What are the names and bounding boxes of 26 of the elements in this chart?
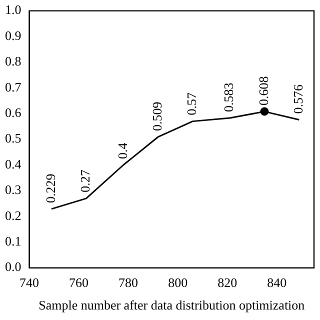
y-tick-label: 0.9 xyxy=(5,28,22,43)
data-label: 0.57 xyxy=(184,92,200,116)
y-tick-label: 0.2 xyxy=(5,208,22,223)
x-tick-label: 760 xyxy=(69,275,89,290)
y-tick-label: 0.7 xyxy=(5,79,22,94)
y-tick-label: 0.1 xyxy=(5,234,22,249)
x-tick-label: 840 xyxy=(267,275,287,290)
data-label: 0.576 xyxy=(290,84,306,114)
data-label: 0.4 xyxy=(114,142,130,159)
x-tick-label: 800 xyxy=(168,275,188,290)
data-label: 0.583 xyxy=(221,82,236,112)
data-label: 0.27 xyxy=(78,169,93,192)
y-tick-label: 0.0 xyxy=(5,259,22,274)
data-label: 0.509 xyxy=(149,102,164,131)
data-label: 0.229 xyxy=(42,174,58,203)
y-tick-label: 0.5 xyxy=(5,130,22,146)
y-tick-label: 0.4 xyxy=(5,156,22,172)
x-tick-label: 780 xyxy=(118,275,138,290)
x-axis-title: Sample number after data distribution optimization xyxy=(38,298,306,313)
x-tick-label: 820 xyxy=(218,275,238,290)
y-tick-label: 0.6 xyxy=(5,105,22,120)
y-tick-label: 1.0 xyxy=(5,2,22,18)
x-tick-label: 740 xyxy=(20,275,39,290)
data-label: 0.608 xyxy=(256,76,271,106)
y-tick-label: 0.8 xyxy=(5,54,22,69)
y-tick-label: 0.3 xyxy=(5,182,22,198)
